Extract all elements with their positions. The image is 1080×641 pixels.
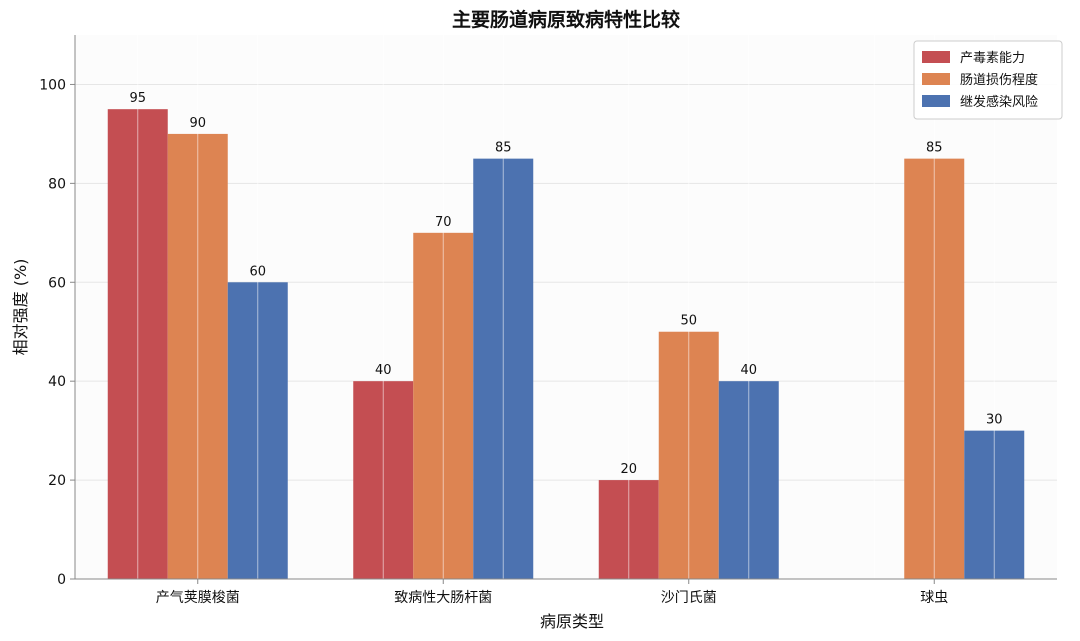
data-label: 85 — [926, 141, 943, 156]
x-tick-label: 致病性大肠杆菌 — [394, 590, 492, 606]
axes — [74, 35, 1057, 580]
data-label: 20 — [620, 462, 637, 477]
legend-swatch — [922, 51, 950, 63]
data-label: 60 — [249, 264, 266, 279]
data-label: 40 — [375, 363, 392, 378]
legend-label: 继发感染风险 — [960, 94, 1038, 110]
ticks: 0 20 40 60 80 100 产气荚膜梭菌 致病性大肠杆菌 沙门氏菌 球虫 — [39, 77, 948, 606]
data-label: 70 — [435, 215, 452, 230]
data-label: 95 — [129, 91, 146, 106]
data-labels: 95 90 60 40 70 85 20 50 40 85 30 — [129, 91, 1002, 477]
legend-label: 肠道损伤程度 — [960, 72, 1038, 88]
legend-label: 产毒素能力 — [960, 51, 1025, 66]
data-label: 30 — [986, 413, 1003, 428]
y-tick-label: 60 — [48, 275, 66, 291]
x-tick-label: 沙门氏菌 — [661, 590, 717, 606]
data-label: 40 — [740, 363, 757, 378]
x-tick-label: 球虫 — [920, 590, 948, 606]
x-tick-label: 产气荚膜梭菌 — [156, 589, 240, 606]
y-tick-label: 20 — [48, 473, 66, 489]
data-label: 90 — [189, 116, 206, 131]
y-axis-label: 相对强度 (%) — [11, 259, 30, 356]
y-tick-label: 80 — [48, 176, 66, 192]
legend-swatch — [922, 95, 950, 107]
y-tick-label: 0 — [57, 572, 66, 588]
legend-swatch — [922, 73, 950, 85]
x-axis-label: 病原类型 — [540, 612, 604, 631]
legend-box — [913, 40, 1063, 120]
y-tick-label: 100 — [39, 77, 66, 93]
y-tick-label: 40 — [48, 374, 66, 390]
data-label: 85 — [495, 141, 512, 156]
chart-title: 主要肠道病原致病特性比较 — [452, 8, 680, 31]
bars — [107, 35, 1025, 580]
data-label: 50 — [680, 314, 697, 329]
